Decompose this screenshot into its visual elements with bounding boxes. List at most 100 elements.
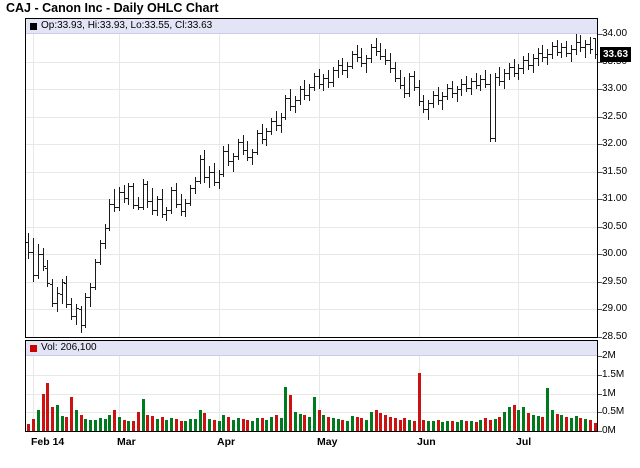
volume-bar	[351, 416, 354, 431]
ohlc-close-tick	[258, 133, 260, 135]
ohlc-bar	[290, 89, 291, 112]
price-vertical-gridline	[518, 34, 519, 337]
ohlc-bar	[214, 162, 215, 187]
ohlc-close-tick	[239, 141, 241, 143]
price-plot-area[interactable]	[26, 34, 597, 337]
ohlc-open-tick	[512, 67, 514, 69]
price-axis-label: 32.00	[602, 138, 628, 150]
volume-bar	[146, 415, 149, 431]
ohlc-open-tick	[431, 103, 433, 105]
ohlc-close-tick	[167, 210, 169, 212]
ohlc-bar	[119, 187, 120, 212]
ohlc-bar	[195, 177, 196, 194]
ohlc-open-tick	[83, 324, 85, 326]
date-axis-label: Jun	[417, 436, 436, 448]
ohlc-close-tick	[415, 86, 417, 88]
ohlc-open-tick	[421, 101, 423, 103]
ohlc-bar	[518, 63, 519, 81]
ohlc-bar	[223, 146, 224, 178]
ohlc-close-tick	[44, 266, 46, 268]
volume-bar	[61, 416, 64, 431]
ohlc-close-tick	[315, 75, 317, 77]
ohlc-close-tick	[348, 65, 350, 67]
price-axis-label: 30.50	[602, 220, 628, 232]
ohlc-open-tick	[117, 206, 119, 208]
volume-bar	[337, 419, 340, 431]
volume-vertical-gridline	[319, 356, 320, 431]
volume-plot-area[interactable]	[26, 356, 597, 431]
volume-vertical-gridline	[119, 356, 120, 431]
volume-bar	[418, 372, 421, 431]
price-gridline	[26, 89, 597, 91]
ohlc-open-tick	[202, 158, 204, 160]
volume-bar	[237, 418, 240, 431]
ohlc-open-tick	[50, 284, 52, 286]
ohlc-open-tick	[583, 47, 585, 49]
ohlc-bar	[380, 42, 381, 61]
volume-bar	[275, 415, 278, 431]
ohlc-bar	[66, 276, 67, 309]
price-vertical-gridline	[319, 34, 320, 337]
volume-bar	[51, 407, 54, 431]
price-gridline	[26, 309, 597, 311]
volume-bar	[189, 419, 192, 431]
volume-bar	[503, 411, 506, 431]
price-gridline	[26, 254, 597, 256]
ohlc-bar	[28, 233, 29, 259]
volume-bar	[408, 419, 411, 431]
ohlc-bar	[157, 195, 158, 216]
ohlc-bar	[266, 127, 267, 147]
ohlc-open-tick	[364, 62, 366, 64]
volume-bar	[451, 420, 454, 431]
price-axis-tick	[598, 254, 602, 256]
ohlc-close-tick	[96, 262, 98, 264]
ohlc-close-tick	[386, 60, 388, 62]
volume-bar	[479, 419, 482, 431]
ohlc-close-tick	[153, 210, 155, 212]
ohlc-open-tick	[455, 93, 457, 95]
volume-bar	[184, 421, 187, 431]
volume-axis-tick	[598, 374, 602, 376]
volume-bar	[42, 394, 45, 431]
ohlc-open-tick	[93, 287, 95, 289]
ohlc-bar	[352, 50, 353, 70]
ohlc-close-tick	[481, 79, 483, 81]
ohlc-bar	[238, 138, 239, 160]
ohlc-open-tick	[312, 86, 314, 88]
volume-bar	[522, 407, 525, 431]
ohlc-open-tick	[321, 83, 323, 85]
ohlc-close-tick	[510, 67, 512, 69]
price-vertical-gridline	[119, 34, 120, 337]
ohlc-close-tick	[267, 130, 269, 132]
ohlc-open-tick	[169, 210, 171, 212]
volume-bar	[384, 415, 387, 431]
ohlc-close-tick	[529, 64, 531, 66]
volume-bar	[475, 422, 478, 431]
volume-bar	[156, 418, 159, 431]
volume-bar	[70, 396, 73, 431]
volume-bar	[508, 407, 511, 431]
ohlc-open-tick	[359, 57, 361, 59]
volume-bar	[541, 416, 544, 431]
ohlc-bar	[257, 129, 258, 156]
volume-bar	[227, 416, 230, 431]
volume-bar	[556, 413, 559, 431]
ohlc-bar	[95, 258, 96, 290]
ohlc-open-tick	[79, 309, 81, 311]
ohlc-open-tick	[245, 149, 247, 151]
price-axis-tick	[598, 337, 602, 338]
ohlc-bar	[228, 144, 229, 167]
volume-bar	[422, 419, 425, 431]
ohlc-open-tick	[536, 58, 538, 60]
ohlc-close-tick	[148, 201, 150, 203]
ohlc-open-tick	[145, 183, 147, 185]
ohlc-close-tick	[467, 87, 469, 89]
volume-bar	[242, 419, 245, 431]
ohlc-close-tick	[434, 94, 436, 96]
ohlc-open-tick	[155, 210, 157, 212]
volume-axis-tick	[598, 356, 602, 357]
ohlc-close-tick	[277, 125, 279, 127]
ohlc-bar	[361, 48, 362, 68]
ohlc-close-tick	[120, 191, 122, 193]
